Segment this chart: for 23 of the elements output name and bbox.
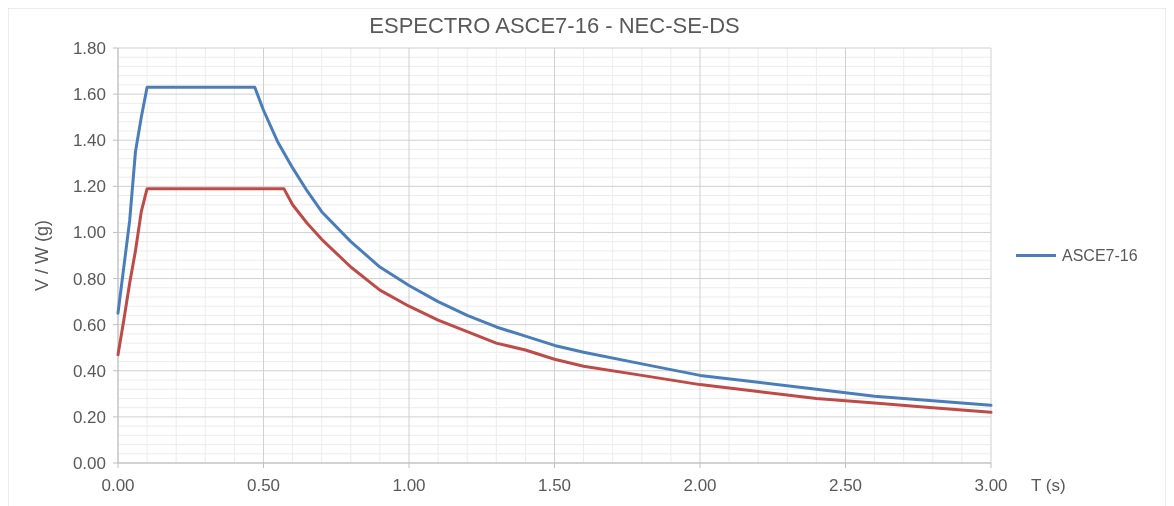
x-tick-label: 2.00 <box>683 476 717 495</box>
y-tick-label: 1.80 <box>72 38 106 58</box>
y-tick-label: 0.20 <box>72 407 106 427</box>
legend-label: ASCE7-16 <box>1062 247 1138 265</box>
y-tick-label: 0.80 <box>72 269 106 289</box>
x-tick-label: 0.00 <box>101 476 135 495</box>
x-axis-title: T (s) <box>1031 476 1066 495</box>
line-series <box>116 85 993 407</box>
x-tick-label: 2.50 <box>828 476 863 495</box>
x-tick-label: 0.50 <box>246 476 281 495</box>
chart-title: ESPECTRO ASCE7-16 - NEC-SE-DS <box>369 13 740 38</box>
x-tick-label: 1.00 <box>392 476 426 495</box>
line-series <box>116 187 993 414</box>
x-tick-label: 1.50 <box>537 476 572 495</box>
y-tick-label: 1.60 <box>72 85 106 105</box>
x-tick-label: 3.00 <box>974 476 1008 495</box>
y-axis-title: V / W (g) <box>32 220 52 291</box>
y-tick-label: 1.40 <box>72 131 106 151</box>
y-tick-label: 0.60 <box>72 315 106 335</box>
y-tick-label: 0.00 <box>72 453 106 473</box>
y-tick-label: 1.20 <box>72 177 106 197</box>
y-tick-label: 1.00 <box>72 223 106 243</box>
y-tick-label: 0.40 <box>72 361 106 381</box>
